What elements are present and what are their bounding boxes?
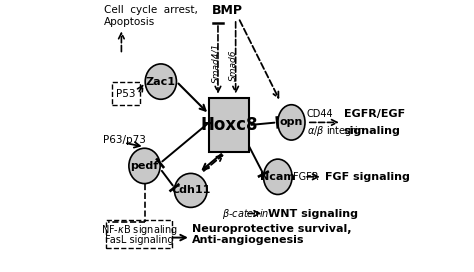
Ellipse shape — [145, 64, 176, 99]
Text: CD44: CD44 — [307, 109, 334, 119]
Text: Smad4/1: Smad4/1 — [211, 42, 220, 83]
Text: $\alpha$/$\beta$ integrin: $\alpha$/$\beta$ integrin — [307, 123, 365, 138]
Text: P63/p73: P63/p73 — [103, 135, 146, 145]
Text: P53: P53 — [117, 89, 136, 99]
Text: FGF signaling: FGF signaling — [325, 172, 410, 182]
Text: Smad6: Smad6 — [229, 50, 238, 81]
Text: WNT signaling: WNT signaling — [268, 209, 358, 218]
Text: Ncam: Ncam — [260, 172, 295, 182]
Text: Zac1: Zac1 — [146, 77, 176, 86]
Text: Cdh11: Cdh11 — [171, 186, 210, 195]
Text: opn: opn — [280, 118, 303, 127]
Text: NF-$\kappa$B signaling: NF-$\kappa$B signaling — [100, 223, 178, 237]
Text: FasL signaling: FasL signaling — [105, 235, 173, 245]
Text: Anti-angiogenesis: Anti-angiogenesis — [192, 235, 305, 245]
Text: pedf: pedf — [130, 161, 159, 171]
Ellipse shape — [174, 174, 207, 207]
Text: $\beta$-catenin: $\beta$-catenin — [222, 206, 269, 221]
Ellipse shape — [264, 159, 292, 194]
Text: Apoptosis: Apoptosis — [104, 17, 155, 27]
Text: Neuroprotective survival,: Neuroprotective survival, — [192, 224, 352, 234]
Text: signaling: signaling — [344, 126, 401, 135]
Text: FGFR: FGFR — [293, 172, 319, 182]
FancyBboxPatch shape — [209, 98, 248, 152]
Text: Cell  cycle  arrest,: Cell cycle arrest, — [104, 5, 198, 14]
Ellipse shape — [129, 148, 160, 184]
Text: EGFR/EGF: EGFR/EGF — [344, 109, 405, 119]
Ellipse shape — [278, 105, 305, 140]
Text: BMP: BMP — [212, 4, 243, 17]
Text: Hoxc8: Hoxc8 — [200, 116, 257, 134]
